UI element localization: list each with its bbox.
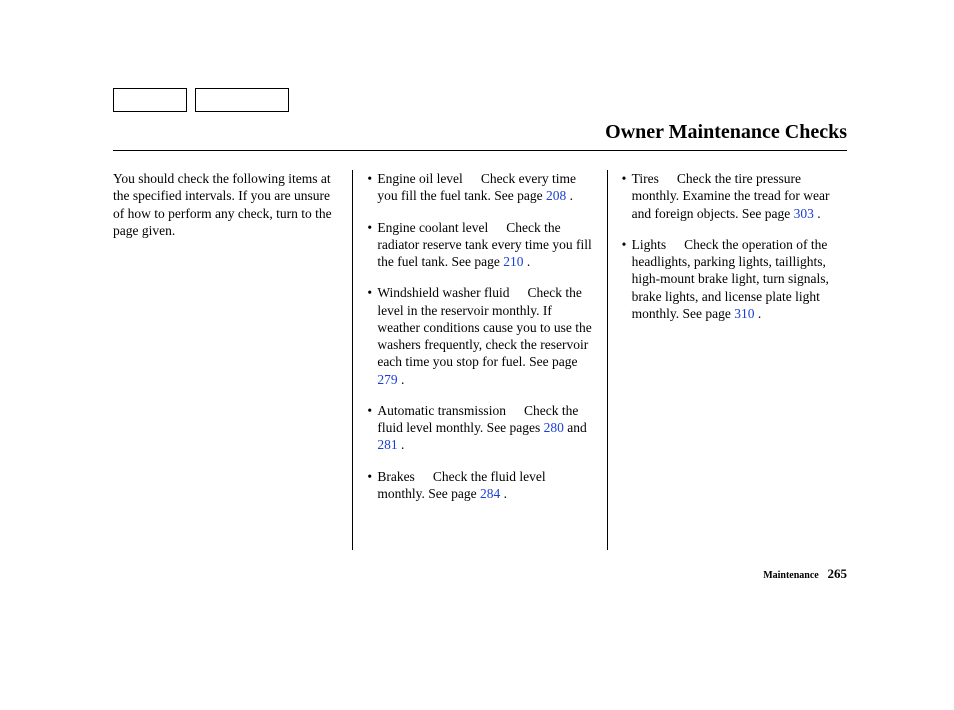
check-label: Windshield washer fluid (377, 285, 509, 300)
check-after: . (398, 437, 405, 452)
footer-section: Maintenance (763, 570, 819, 581)
check-item: LightsCheck the operation of the headlig… (622, 236, 847, 322)
check-item: Engine coolant levelCheck the radiator r… (367, 219, 592, 271)
check-label: Engine coolant level (377, 220, 488, 235)
check-label: Brakes (377, 469, 415, 484)
check-item: Engine oil levelCheck every time you fil… (367, 170, 592, 205)
page-link[interactable]: 303 (794, 206, 814, 221)
content-columns: You should check the following items at … (113, 170, 847, 550)
check-list: Engine oil levelCheck every time you fil… (367, 170, 592, 502)
check-after: . (524, 254, 531, 269)
check-list: TiresCheck the tire pressure monthly. Ex… (622, 170, 847, 322)
header-box-1 (113, 88, 187, 112)
check-after: . (755, 306, 762, 321)
page-link[interactable]: 310 (734, 306, 754, 321)
manual-page: Owner Maintenance Checks You should chec… (0, 0, 954, 710)
check-label: Lights (632, 237, 667, 252)
check-label: Automatic transmission (377, 403, 506, 418)
checks-column-2: TiresCheck the tire pressure monthly. Ex… (608, 170, 847, 550)
page-link[interactable]: 279 (377, 372, 397, 387)
header-placeholder-boxes (113, 88, 289, 112)
page-link[interactable]: 208 (546, 188, 566, 203)
check-label: Tires (632, 171, 659, 186)
check-item: Windshield washer fluidCheck the level i… (367, 284, 592, 388)
header-box-2 (195, 88, 289, 112)
intro-column: You should check the following items at … (113, 170, 352, 550)
check-after: . (398, 372, 405, 387)
check-label: Engine oil level (377, 171, 462, 186)
intro-text: You should check the following items at … (113, 170, 338, 239)
checks-column-1: Engine oil levelCheck every time you fil… (353, 170, 606, 550)
page-link[interactable]: 281 (377, 437, 397, 452)
check-after: . (566, 188, 573, 203)
footer-page-number: 265 (828, 566, 848, 581)
check-after: . (500, 486, 507, 501)
page-link[interactable]: 284 (480, 486, 500, 501)
page-title: Owner Maintenance Checks (605, 121, 847, 144)
check-item: Automatic transmissionCheck the fluid le… (367, 402, 592, 454)
check-after: . (814, 206, 821, 221)
check-item: TiresCheck the tire pressure monthly. Ex… (622, 170, 847, 222)
title-underline (113, 150, 847, 151)
page-footer: Maintenance 265 (763, 566, 847, 582)
page-link[interactable]: 280 (544, 420, 564, 435)
page-link[interactable]: 210 (503, 254, 523, 269)
check-item: BrakesCheck the fluid level monthly. See… (367, 468, 592, 503)
check-mid: and (564, 420, 587, 435)
